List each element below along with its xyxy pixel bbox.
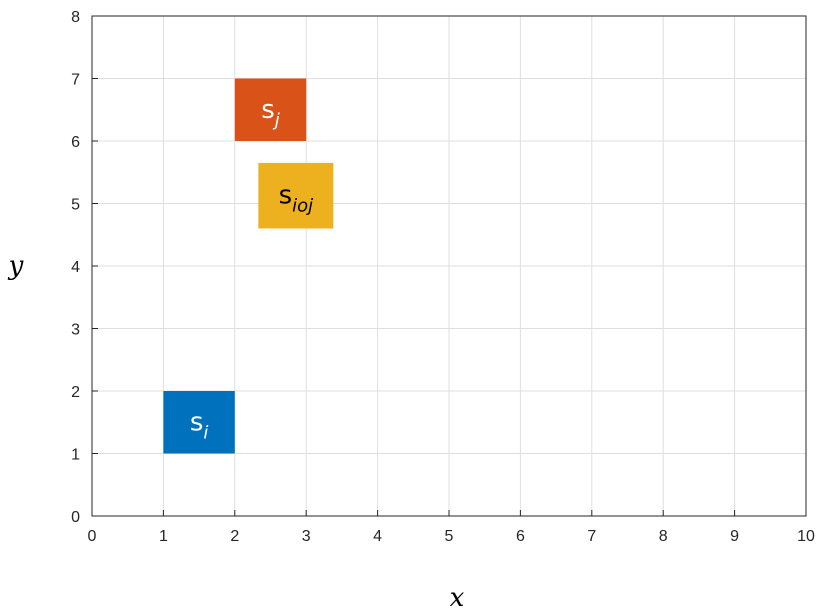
y-tick-label: 7 bbox=[71, 72, 80, 89]
x-tick-label: 9 bbox=[730, 528, 739, 545]
x-tick-label: 8 bbox=[659, 528, 668, 545]
x-tick-label: 6 bbox=[516, 528, 525, 545]
x-axis-label: x bbox=[450, 583, 465, 613]
x-tick-label: 1 bbox=[159, 528, 168, 545]
x-tick-label: 0 bbox=[88, 528, 97, 545]
rects: si sj sioj bbox=[163, 78, 334, 454]
y-axis-label: y bbox=[8, 251, 24, 281]
rect-label-s-i: si bbox=[190, 407, 209, 443]
ticks: 0 1 2 3 4 5 6 7 8 9 10 0 1 2 3 4 5 6 7 8 bbox=[71, 9, 815, 545]
y-tick-label: 3 bbox=[71, 322, 80, 339]
y-tick-label: 8 bbox=[71, 9, 80, 26]
y-tick-label: 6 bbox=[71, 134, 80, 151]
rect-s-i bbox=[163, 391, 235, 454]
x-tick-label: 5 bbox=[445, 528, 454, 545]
y-tick-label: 2 bbox=[71, 384, 80, 401]
y-tick-label: 4 bbox=[71, 259, 80, 276]
x-tick-label: 3 bbox=[302, 528, 311, 545]
y-tick-label: 0 bbox=[71, 509, 80, 526]
rect-s-ioj bbox=[258, 162, 334, 229]
rect-label-s-ioj: sioj bbox=[279, 181, 314, 217]
x-tick-label: 2 bbox=[230, 528, 239, 545]
y-tick-label: 1 bbox=[71, 447, 80, 464]
y-tick-label: 5 bbox=[71, 197, 80, 214]
x-tick-label: 10 bbox=[797, 528, 815, 545]
x-tick-label: 4 bbox=[373, 528, 382, 545]
rect-label-s-j: sj bbox=[261, 95, 280, 131]
rect-s-j bbox=[234, 78, 307, 141]
x-tick-label: 7 bbox=[587, 528, 596, 545]
